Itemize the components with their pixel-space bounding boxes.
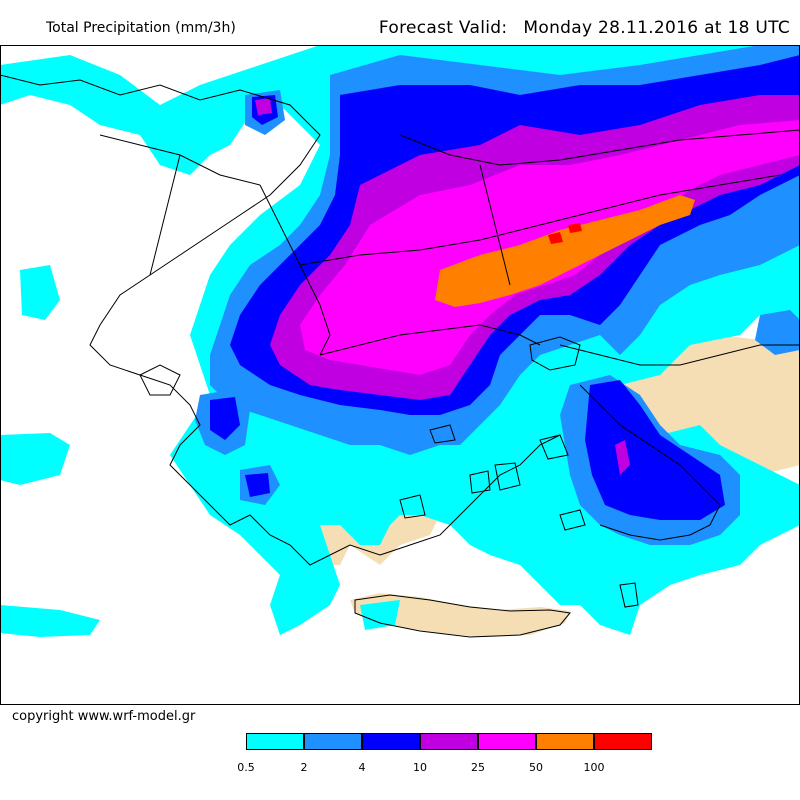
legend-swatch-5 (478, 733, 536, 750)
legend-label-1: 0.5 (237, 761, 255, 774)
precip-band-red (548, 223, 582, 244)
legend-label-4: 10 (413, 761, 427, 774)
legend-label-3: 4 (358, 761, 366, 774)
blue-patch-turkey (755, 310, 800, 355)
legend-swatch-6 (536, 733, 594, 750)
legend-label-2: 2 (300, 761, 308, 774)
cyan-patch-crete (360, 600, 400, 630)
legend-swatch-1 (246, 733, 304, 750)
coast-crete (354, 594, 571, 638)
copyright-text: copyright www.wrf-model.gr (12, 709, 196, 724)
darkblue-patch-ionian (210, 397, 240, 440)
legend-swatch-3 (362, 733, 420, 750)
precip-band-orange (435, 195, 695, 307)
precipitation-map (0, 45, 800, 705)
darkblue-patch-aegean (585, 380, 725, 520)
purple-patch-north (255, 98, 272, 115)
purple-patch-aegean (615, 440, 630, 475)
forecast-valid: Forecast Valid: Monday 28.11.2016 at 18 U… (379, 18, 790, 38)
red-patch-2 (568, 223, 582, 233)
red-patch-1 (548, 232, 563, 244)
legend-swatch-4 (420, 733, 478, 750)
cyan-patch-adriatic (20, 265, 60, 320)
land-crete (350, 593, 570, 637)
forecast-time: Monday 28.11.2016 at 18 UTC (523, 18, 790, 38)
legend-swatch-2 (304, 733, 362, 750)
legend-label-5: 25 (471, 761, 485, 774)
darkblue-patch-small (245, 473, 270, 497)
cyan-patch-west (0, 433, 70, 485)
legend-label-6: 50 (529, 761, 543, 774)
forecast-label: Forecast Valid: (378, 18, 508, 38)
cyan-patch-southwest (0, 605, 100, 637)
legend-swatch-7 (594, 733, 652, 750)
legend-label-7: 100 (583, 761, 605, 774)
map-title: Total Precipitation (mm/3h) (46, 20, 236, 36)
borders-layer (0, 74, 800, 638)
